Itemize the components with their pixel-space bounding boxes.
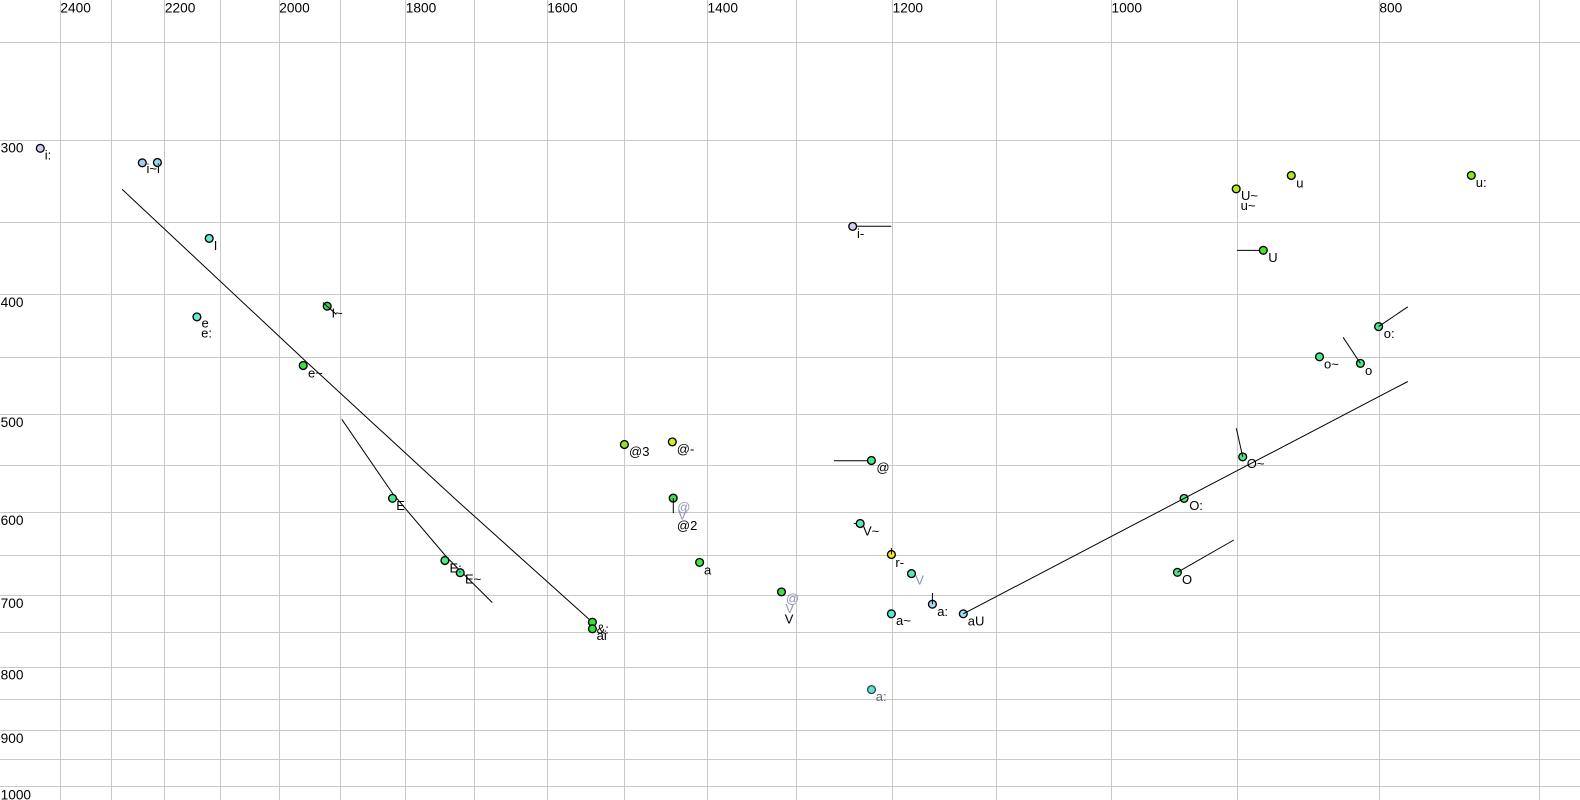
svg-text:u: u [1296, 175, 1303, 190]
svg-text:300: 300 [1, 141, 24, 156]
svg-text:O~: O~ [1247, 456, 1265, 471]
svg-text:O:: O: [1189, 498, 1203, 513]
svg-text:U~: U~ [1241, 188, 1258, 203]
svg-text:o:: o: [1384, 326, 1395, 341]
svg-text:i-: i- [857, 226, 864, 241]
svg-text:a~: a~ [896, 613, 911, 628]
svg-text:e:: e: [201, 326, 212, 341]
svg-text:400: 400 [1, 295, 24, 310]
svg-text:1000: 1000 [1112, 0, 1143, 15]
svg-text:o~: o~ [1324, 356, 1339, 371]
svg-text:700: 700 [1, 596, 24, 611]
svg-text:1200: 1200 [893, 0, 924, 15]
svg-text:800: 800 [1379, 0, 1402, 15]
svg-text:e: e [202, 316, 209, 331]
svg-text:a:: a: [937, 604, 948, 619]
svg-text:V: V [678, 507, 687, 522]
svg-text:@-: @- [677, 442, 695, 457]
svg-text:@: @ [677, 500, 690, 515]
svg-text:i:: i: [45, 148, 52, 163]
svg-text:V~: V~ [863, 523, 880, 538]
svg-text:I: I [214, 238, 218, 253]
svg-text:600: 600 [1, 513, 24, 528]
svg-text:1600: 1600 [547, 0, 578, 15]
svg-text:V: V [915, 573, 924, 588]
svg-text:o: o [1365, 363, 1372, 378]
svg-text:@: @ [786, 591, 799, 606]
svg-text:1400: 1400 [708, 0, 739, 15]
svg-text:800: 800 [1, 668, 24, 683]
svg-text:E~: E~ [465, 571, 482, 586]
svg-text:e~: e~ [308, 365, 323, 380]
svg-text:U: U [1268, 250, 1277, 265]
svg-text:900: 900 [1, 731, 24, 746]
svg-text:u~: u~ [1241, 198, 1256, 213]
svg-text:V: V [785, 612, 794, 627]
svg-text:1000: 1000 [1, 787, 32, 800]
svg-text:u:: u: [1476, 175, 1487, 190]
svg-text:i~i: i~i [147, 161, 160, 176]
svg-text:a:: a: [876, 689, 887, 704]
svg-text:1800: 1800 [406, 0, 437, 15]
svg-text:500: 500 [1, 415, 24, 430]
svg-text:2000: 2000 [279, 0, 310, 15]
svg-text:2400: 2400 [60, 0, 91, 15]
svg-text:@: @ [876, 460, 889, 475]
svg-text:I~: I~ [332, 306, 344, 321]
svg-text:ai: ai [597, 628, 607, 643]
svg-text:O: O [1182, 572, 1192, 587]
svg-text:&:: &: [597, 621, 609, 636]
svg-text:@2: @2 [677, 518, 697, 533]
svg-text:V: V [785, 601, 794, 616]
svg-text:E: E [396, 498, 405, 513]
svg-text:a: a [704, 563, 712, 578]
svg-text:E:: E: [450, 560, 462, 575]
svg-text:aU: aU [968, 613, 985, 628]
svg-text:2200: 2200 [165, 0, 196, 15]
svg-text:r-: r- [895, 555, 904, 570]
svg-text:@3: @3 [629, 444, 649, 459]
